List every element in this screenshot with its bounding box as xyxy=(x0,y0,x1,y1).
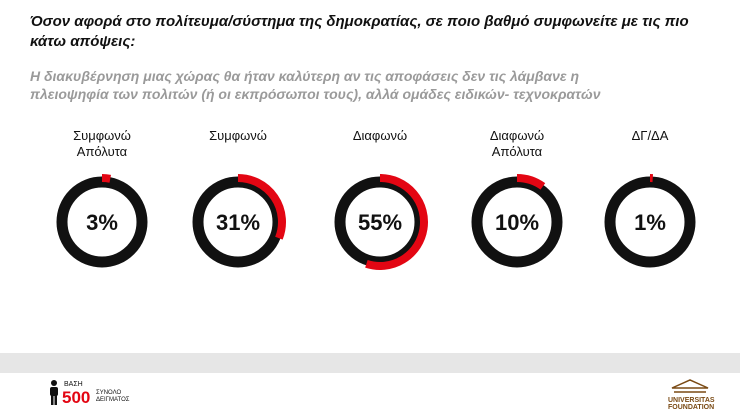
donut-arc xyxy=(101,174,111,183)
value-label: 10% xyxy=(495,210,539,235)
footer-band xyxy=(0,353,740,373)
value-label: 1% xyxy=(634,210,666,235)
value-label: 55% xyxy=(358,210,402,235)
chart-title: Όσον αφορά στο πολίτευμα/σύστημα της δημ… xyxy=(30,13,689,50)
logo: UNIVERSITAS FOUNDATION xyxy=(668,397,715,411)
person-icon xyxy=(50,380,58,405)
category-label: Συμφωνώ Απόλυτα xyxy=(73,128,131,159)
ring xyxy=(604,176,696,268)
base-note: ΣΥΝΟΛΟ ΔΕΙΓΜΑΤΟΣ xyxy=(96,390,130,403)
donut-arc xyxy=(365,174,428,270)
category-label: ΔΓ/ΔΑ xyxy=(631,128,669,143)
category-label: Διαφωνώ xyxy=(352,128,408,143)
value-label: 3% xyxy=(86,210,118,235)
category-label: Διαφωνώ Απόλυτα xyxy=(489,128,545,159)
donut-arc xyxy=(237,174,286,240)
donut-arc xyxy=(516,174,546,190)
base-value: 500 xyxy=(62,388,91,407)
category-label: Συμφωνώ xyxy=(209,128,267,143)
ring xyxy=(56,176,148,268)
logo-icon xyxy=(671,379,709,393)
chart-subtitle: Η διακυβέρνηση μιας χώρας θα ήταν καλύτε… xyxy=(30,68,601,102)
base-label: ΒΑΣΗ xyxy=(64,381,83,388)
value-label: 31% xyxy=(216,210,260,235)
